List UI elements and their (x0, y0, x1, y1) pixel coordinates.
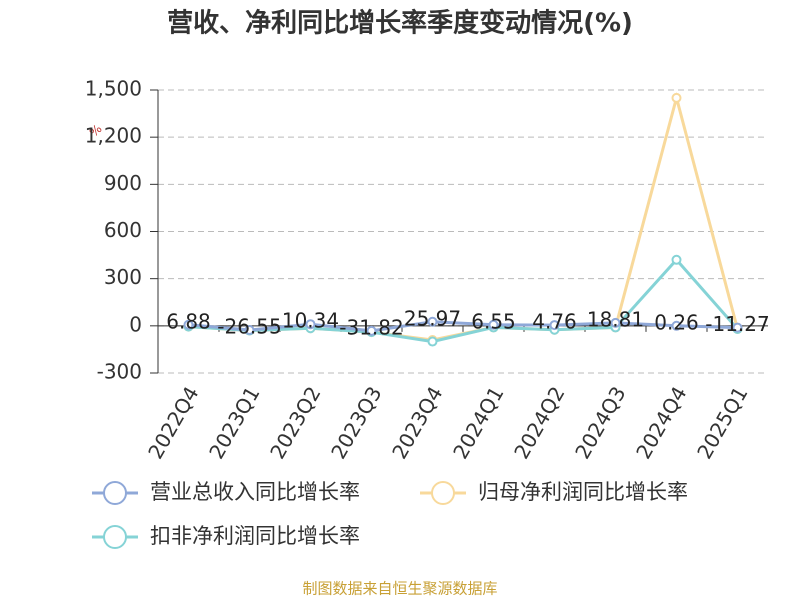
x-tick-label: 2024Q1 (448, 382, 508, 463)
point (671, 254, 682, 265)
data-label: -11.27 (705, 312, 769, 336)
x-tick-label: 2023Q2 (265, 382, 325, 463)
legend-marker (103, 525, 127, 549)
series-line (188, 92, 739, 342)
data-label: 6.55 (471, 309, 516, 333)
x-tick-label: 2023Q3 (326, 382, 386, 463)
data-label: 10.34 (282, 309, 339, 333)
x-tick-label: 2022Q4 (143, 382, 203, 463)
data-label: 4.76 (532, 310, 577, 334)
legend-marker (103, 481, 127, 505)
x-tick-label: 2023Q1 (204, 382, 264, 463)
point (305, 319, 316, 330)
x-tick-label: 2023Q4 (387, 382, 447, 463)
y-tick-label: 1,500 (85, 77, 142, 101)
legend-label: 扣非净利润同比增长率 (150, 524, 360, 548)
chart-title: 营收、净利同比增长率季度变动情况(%) (167, 8, 633, 39)
y-tick-label: 0 (129, 312, 142, 336)
data-label: 18.81 (587, 307, 644, 331)
point (549, 320, 560, 331)
point (244, 325, 255, 336)
point (183, 319, 194, 330)
point (610, 317, 621, 328)
point (671, 320, 682, 331)
y-tick-label: 900 (104, 171, 142, 195)
x-tick-label: 2024Q2 (509, 382, 569, 463)
legend-marker (431, 481, 455, 505)
x-tick-label: 2025Q1 (692, 382, 752, 463)
legend-label: 归母净利润同比增长率 (478, 480, 688, 504)
legend-label: 营业总收入同比增长率 (150, 480, 360, 504)
data-label: 0.26 (654, 310, 699, 334)
point (488, 319, 499, 330)
x-tick-label: 2024Q4 (631, 382, 691, 463)
data-label: -26.55 (217, 315, 281, 339)
point (671, 92, 682, 103)
point (366, 325, 377, 336)
point (427, 336, 438, 347)
x-tick-label: 2024Q3 (570, 382, 630, 463)
series-line (188, 320, 738, 333)
source-note: 制图数据来自恒生聚源数据库 (302, 580, 497, 598)
y-tick-label: 1,200 (85, 124, 142, 148)
data-label: -31.82 (339, 315, 403, 339)
series-line (188, 257, 739, 344)
y-tick-label: -300 (97, 360, 142, 384)
data-label: 6.88 (166, 309, 211, 333)
y-tick-label: 600 (104, 218, 142, 242)
point (427, 316, 438, 327)
y-tick-label: 300 (104, 265, 142, 289)
point (732, 322, 743, 333)
data-label: 25.97 (404, 306, 461, 330)
